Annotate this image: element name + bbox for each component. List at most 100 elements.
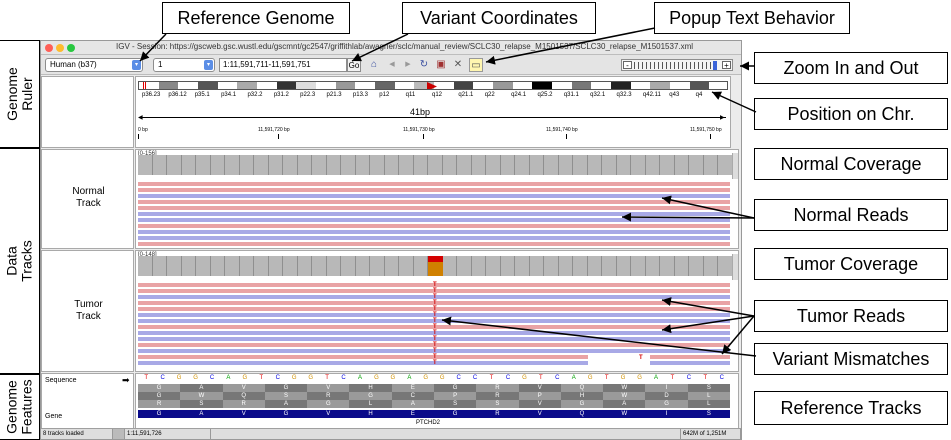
reverse-read (138, 331, 730, 335)
coverage-bar (471, 256, 486, 276)
tumor-name-panel: Tumor Track (41, 250, 134, 372)
close-window-button[interactable] (45, 44, 53, 52)
gene-aa[interactable]: V (222, 410, 265, 418)
sequence-base: A (226, 375, 231, 381)
coverage-bar (384, 155, 399, 175)
zoom-widget[interactable]: - + (621, 59, 733, 71)
coverage-bar (239, 155, 254, 175)
feature-name-panel: Sequence ➡ Gene (41, 373, 134, 429)
coverage-bar (616, 155, 631, 175)
gene-aa[interactable]: V (307, 410, 350, 418)
chromosome-ideogram[interactable] (138, 81, 728, 90)
coverage-scrollbar[interactable] (732, 254, 738, 280)
zoom-in-button[interactable]: + (722, 61, 731, 70)
sequence-base: G (620, 375, 626, 381)
coverage-bar (660, 155, 675, 175)
gene-aa[interactable]: A (180, 410, 223, 418)
coverage-bar (587, 155, 602, 175)
callout-variant-mismatches: Variant Mismatches (754, 343, 948, 375)
gene-aa[interactable]: G (264, 410, 308, 418)
maximize-window-button[interactable] (67, 44, 75, 52)
coverage-bar (645, 256, 660, 276)
strand-arrow-icon[interactable]: ➡ (122, 375, 130, 385)
gene-aa[interactable]: I (645, 410, 688, 418)
gene-aa[interactable]: E (391, 410, 434, 418)
translation-aa: V (307, 384, 350, 392)
cytoband (217, 82, 238, 89)
home-icon[interactable]: ⌂ (370, 59, 378, 70)
translation-aa: G (434, 384, 477, 392)
genome-select[interactable]: Human (b37) ▾ (45, 58, 143, 72)
coverage-scrollbar[interactable] (732, 153, 738, 179)
variant-mismatch: T (433, 312, 437, 318)
cytoband (335, 82, 356, 89)
callout-zoom: Zoom In and Out (754, 52, 948, 84)
translation-aa: Q (222, 392, 265, 400)
cytoband (434, 82, 454, 89)
gene-aa[interactable]: S (687, 410, 730, 418)
callout-reference-genome: Reference Genome (162, 2, 350, 34)
cytoband-label: q32.1 (590, 92, 606, 98)
coverage-bar (341, 256, 356, 276)
coverage-bar (370, 155, 385, 175)
ruler-tick (566, 134, 567, 139)
ruler-tick (710, 134, 711, 139)
sequence-base: C (341, 375, 346, 381)
cytoband-label: p36.12 (168, 92, 187, 98)
callout-position-on-chr: Position on Chr. (754, 98, 948, 130)
gene-aa[interactable]: Q (560, 410, 604, 418)
coverage-bar (283, 155, 298, 175)
gene-aa[interactable]: G (434, 410, 477, 418)
zoom-slider[interactable] (634, 62, 718, 69)
refresh-icon[interactable]: ↻ (419, 59, 429, 70)
back-icon[interactable]: ◀ (389, 61, 395, 68)
coverage-bar (138, 256, 153, 276)
gene-aa[interactable]: H (349, 410, 392, 418)
normal-data-panel[interactable]: [0-156] (135, 149, 739, 249)
coverage-bar (312, 155, 327, 175)
tumor-coverage-range: [0-148] (138, 252, 157, 258)
gene-aa[interactable]: R (476, 410, 519, 418)
chromosome-select-value: 1 (158, 60, 163, 69)
ruler-tick (138, 134, 139, 139)
coverage-bar (529, 256, 544, 276)
minimize-window-button[interactable] (56, 44, 64, 52)
coverage-bar (152, 155, 167, 175)
gene-aa[interactable]: V (518, 410, 561, 418)
cytoband (158, 82, 179, 89)
cytoband (296, 82, 316, 89)
gene-aa[interactable]: W (603, 410, 646, 418)
variant-mismatch: T (433, 300, 437, 306)
sequence-base: T (325, 375, 329, 381)
resize-icon[interactable]: ✕ (453, 59, 463, 70)
forward-read (138, 224, 730, 228)
zoom-out-button[interactable]: - (623, 61, 632, 70)
coverage-bar (660, 256, 675, 276)
translation-aa: G (307, 400, 350, 408)
cytoband (473, 82, 493, 89)
coverage-bar (442, 256, 457, 276)
variant-mismatch: T (433, 342, 437, 348)
cytoband-label: q24.1 (511, 92, 527, 98)
translation-aa: A (180, 384, 223, 392)
locus-input[interactable]: 1:11,591,711-11,591,751 (219, 58, 347, 72)
reverse-read (138, 319, 730, 323)
coverage-bar (196, 155, 211, 175)
region-of-interest-icon[interactable]: ▣ (436, 59, 446, 70)
ruler-tick-label: 11,591,740 bp (546, 127, 578, 133)
gene-aa[interactable]: G (138, 410, 181, 418)
cytoband-label: p13.3 (352, 92, 368, 98)
gene-name[interactable]: PTCHD2 (416, 420, 441, 426)
sequence-base: C (472, 375, 478, 381)
coverage-bar (297, 155, 312, 175)
translation-aa: C (391, 392, 434, 400)
sequence-track-label: Sequence (45, 377, 77, 384)
status-position: 1:11,591,726 (125, 429, 211, 439)
coverage-bar (515, 155, 530, 175)
forward-icon[interactable]: ▶ (405, 61, 411, 68)
chromosome-select[interactable]: 1 ▾ (153, 58, 215, 72)
sequence-base: G (308, 375, 313, 381)
popup-text-icon[interactable]: ▭ (469, 58, 483, 72)
